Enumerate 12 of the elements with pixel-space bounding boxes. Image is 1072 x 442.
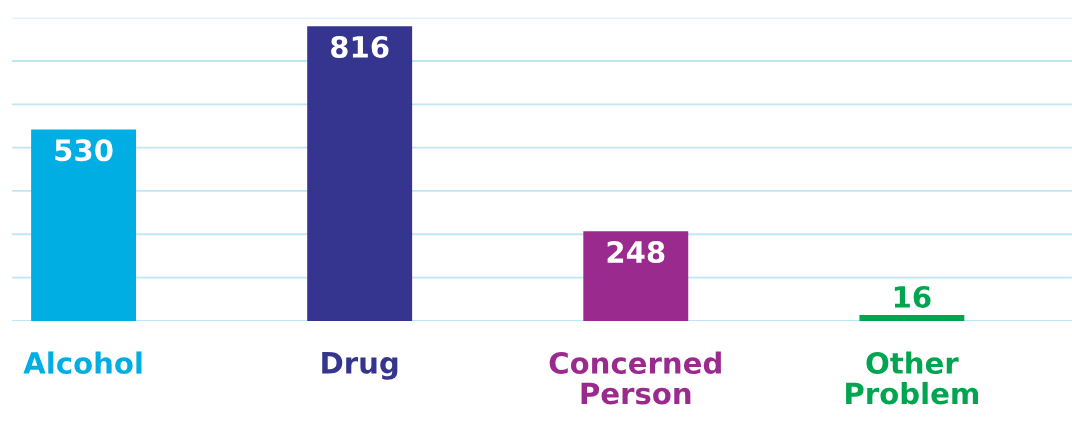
- data-label: 530: [55, 139, 113, 162]
- x-tick-label: Drug: [322, 352, 398, 380]
- data-label: 248: [607, 240, 665, 264]
- bar: [307, 26, 413, 321]
- x-tick-label: Other Problem: [846, 351, 978, 405]
- bar: [31, 129, 137, 321]
- x-tick-label: Alcohol: [23, 351, 142, 375]
- bar: [859, 315, 965, 321]
- bar: [583, 231, 689, 321]
- data-label: 816: [331, 35, 389, 59]
- data-label: 16: [894, 285, 931, 308]
- x-tick-label: Concerned Person: [549, 351, 721, 405]
